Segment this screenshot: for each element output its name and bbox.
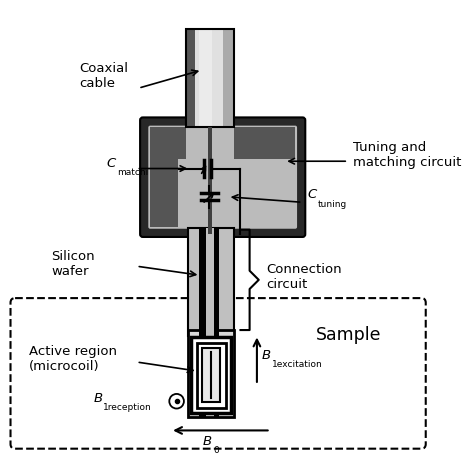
Bar	[199, 29, 212, 128]
Bar	[223, 29, 234, 128]
Text: Coaxial
cable: Coaxial cable	[79, 62, 128, 90]
Bar	[189, 330, 234, 417]
Bar	[186, 29, 195, 128]
Text: 1excitation: 1excitation	[272, 360, 322, 369]
Text: 1reception: 1reception	[103, 403, 151, 412]
Text: $C$: $C$	[106, 157, 118, 169]
Text: $B$: $B$	[262, 349, 272, 362]
Text: Connection
circuit: Connection circuit	[266, 263, 342, 291]
Bar	[150, 128, 178, 227]
Bar	[191, 337, 231, 413]
Text: 0: 0	[213, 446, 219, 455]
Text: Silicon
wafer: Silicon wafer	[52, 250, 95, 278]
Text: $C$: $C$	[307, 188, 319, 201]
Bar	[208, 128, 212, 234]
Text: $B$: $B$	[201, 435, 212, 448]
Bar	[200, 330, 206, 417]
Text: Active region
(microcoil): Active region (microcoil)	[29, 345, 117, 373]
Bar	[214, 228, 219, 336]
Bar	[200, 228, 206, 336]
Bar	[202, 348, 220, 402]
Text: Tuning and
matching circuit: Tuning and matching circuit	[353, 141, 461, 169]
Bar	[150, 128, 186, 159]
Bar	[234, 128, 295, 159]
Bar	[214, 330, 219, 417]
Text: $B$: $B$	[92, 392, 103, 405]
Bar	[206, 228, 214, 336]
Text: matching: matching	[117, 168, 160, 177]
Bar	[197, 343, 226, 407]
FancyBboxPatch shape	[148, 126, 297, 229]
Text: Sample: Sample	[315, 326, 381, 344]
Bar	[222, 128, 294, 227]
Bar	[186, 29, 234, 128]
Bar	[150, 128, 295, 159]
Bar	[189, 228, 234, 336]
Text: tuning: tuning	[318, 199, 347, 208]
Bar	[195, 29, 225, 128]
FancyBboxPatch shape	[140, 118, 305, 237]
